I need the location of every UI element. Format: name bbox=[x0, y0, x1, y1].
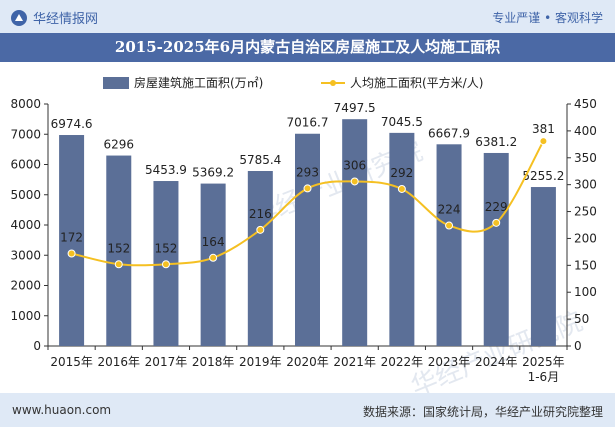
x-tick-label: 2024年 bbox=[475, 355, 518, 369]
line-point bbox=[114, 260, 123, 269]
x-tick-label: 2020年 bbox=[286, 355, 329, 369]
top-banner: 华经情报网 专业严谨 • 客观科学 bbox=[0, 0, 615, 33]
bar bbox=[530, 187, 556, 346]
bar-value-label: 5785.4 bbox=[239, 153, 281, 167]
legend-swatch-bar bbox=[103, 77, 129, 89]
legend-label-bar: 房屋建筑施工面积(万㎡) bbox=[134, 75, 263, 90]
y-left-tick-label: 4000 bbox=[10, 218, 41, 232]
line-value-label: 293 bbox=[296, 165, 319, 179]
x-tick-label: 2015年 bbox=[50, 355, 93, 369]
line-value-label: 152 bbox=[107, 241, 130, 255]
bar bbox=[436, 144, 462, 346]
line-point bbox=[397, 184, 406, 193]
x-tick-label: 2018年 bbox=[192, 355, 235, 369]
data-source: 数据来源：国家统计局，华经产业研究院整理 bbox=[362, 405, 603, 419]
bar-value-label: 6296 bbox=[103, 138, 134, 152]
y-right-tick-label: 250 bbox=[574, 205, 597, 219]
x-tick-label: 2019年 bbox=[239, 355, 282, 369]
line-value-label: 224 bbox=[438, 203, 461, 217]
bar bbox=[389, 132, 415, 346]
line-value-label: 381 bbox=[532, 122, 555, 136]
line-point bbox=[256, 225, 265, 234]
line-point bbox=[161, 260, 170, 269]
line-point bbox=[539, 137, 548, 146]
y-right-tick-label: 200 bbox=[574, 231, 597, 245]
brand: 华经情报网 bbox=[10, 8, 98, 27]
y-right-tick-label: 450 bbox=[574, 97, 597, 111]
y-right-tick-label: 300 bbox=[574, 178, 597, 192]
bar-value-label: 5369.2 bbox=[192, 166, 234, 180]
y-left-tick-label: 2000 bbox=[10, 279, 41, 293]
y-right-tick-label: 150 bbox=[574, 258, 597, 272]
website-url: www.huaon.com bbox=[12, 403, 112, 417]
bar bbox=[342, 119, 368, 346]
line-value-label: 216 bbox=[249, 207, 272, 221]
bar-value-label: 6667.9 bbox=[428, 126, 470, 140]
y-left-tick-label: 5000 bbox=[10, 188, 41, 202]
bar-value-label: 6381.2 bbox=[475, 135, 517, 149]
x-tick-label: 1-6月 bbox=[528, 370, 560, 384]
brand-logo-icon bbox=[11, 9, 27, 26]
bar-value-label: 7016.7 bbox=[287, 116, 329, 130]
bar bbox=[59, 135, 85, 346]
line-value-label: 172 bbox=[60, 231, 83, 245]
line-point bbox=[67, 249, 76, 258]
x-tick-label: 2021年 bbox=[333, 355, 376, 369]
y-left-tick-label: 7000 bbox=[10, 127, 41, 141]
bar-value-label: 6974.6 bbox=[51, 117, 93, 131]
line-point bbox=[492, 218, 501, 227]
line-value-label: 229 bbox=[485, 200, 508, 214]
legend-label-line: 人均施工面积(平方米/人) bbox=[350, 75, 483, 90]
y-right-tick-label: 0 bbox=[574, 339, 582, 353]
x-tick-label: 2023年 bbox=[428, 355, 471, 369]
line-point bbox=[209, 253, 218, 262]
bar bbox=[106, 155, 132, 346]
x-tick-label: 2016年 bbox=[97, 355, 140, 369]
y-left-tick-label: 8000 bbox=[10, 97, 41, 111]
x-tick-label: 2025年 bbox=[522, 355, 565, 369]
line-point bbox=[303, 184, 312, 193]
y-left-tick-label: 0 bbox=[33, 339, 41, 353]
bar bbox=[483, 152, 509, 346]
y-right-tick-label: 400 bbox=[574, 124, 597, 138]
y-right-tick-label: 350 bbox=[574, 151, 597, 165]
line-value-label: 164 bbox=[202, 235, 225, 249]
line-point bbox=[350, 177, 359, 186]
x-tick-label: 2017年 bbox=[145, 355, 188, 369]
bar-value-label: 7497.5 bbox=[334, 101, 376, 115]
bar bbox=[295, 133, 320, 346]
bar-value-label: 7045.5 bbox=[381, 115, 423, 129]
line-point bbox=[445, 221, 454, 230]
y-left-tick-label: 1000 bbox=[10, 309, 41, 323]
y-left-tick-label: 6000 bbox=[10, 158, 41, 172]
y-right-tick-label: 100 bbox=[574, 285, 597, 299]
legend-marker-line bbox=[330, 80, 336, 86]
bar bbox=[200, 183, 226, 346]
line-value-label: 292 bbox=[390, 166, 413, 180]
chart-title: 2015-2025年6月内蒙古自治区房屋施工及人均施工面积 bbox=[114, 38, 501, 56]
title-bar: 2015-2025年6月内蒙古自治区房屋施工及人均施工面积 bbox=[0, 33, 615, 62]
bar-value-label: 5255.2 bbox=[522, 169, 564, 183]
x-tick-label: 2022年 bbox=[381, 355, 424, 369]
line-value-label: 306 bbox=[343, 158, 366, 172]
brand-name: 华经情报网 bbox=[33, 12, 99, 27]
bar bbox=[247, 170, 273, 346]
y-right-tick-label: 50 bbox=[574, 312, 589, 326]
slogan: 专业严谨 • 客观科学 bbox=[492, 11, 603, 25]
y-left-tick-label: 3000 bbox=[10, 248, 41, 262]
footer: www.huaon.com 数据来源：国家统计局，华经产业研究院整理 bbox=[0, 393, 615, 427]
bar-value-label: 5453.9 bbox=[145, 163, 187, 177]
line-value-label: 152 bbox=[155, 241, 178, 255]
